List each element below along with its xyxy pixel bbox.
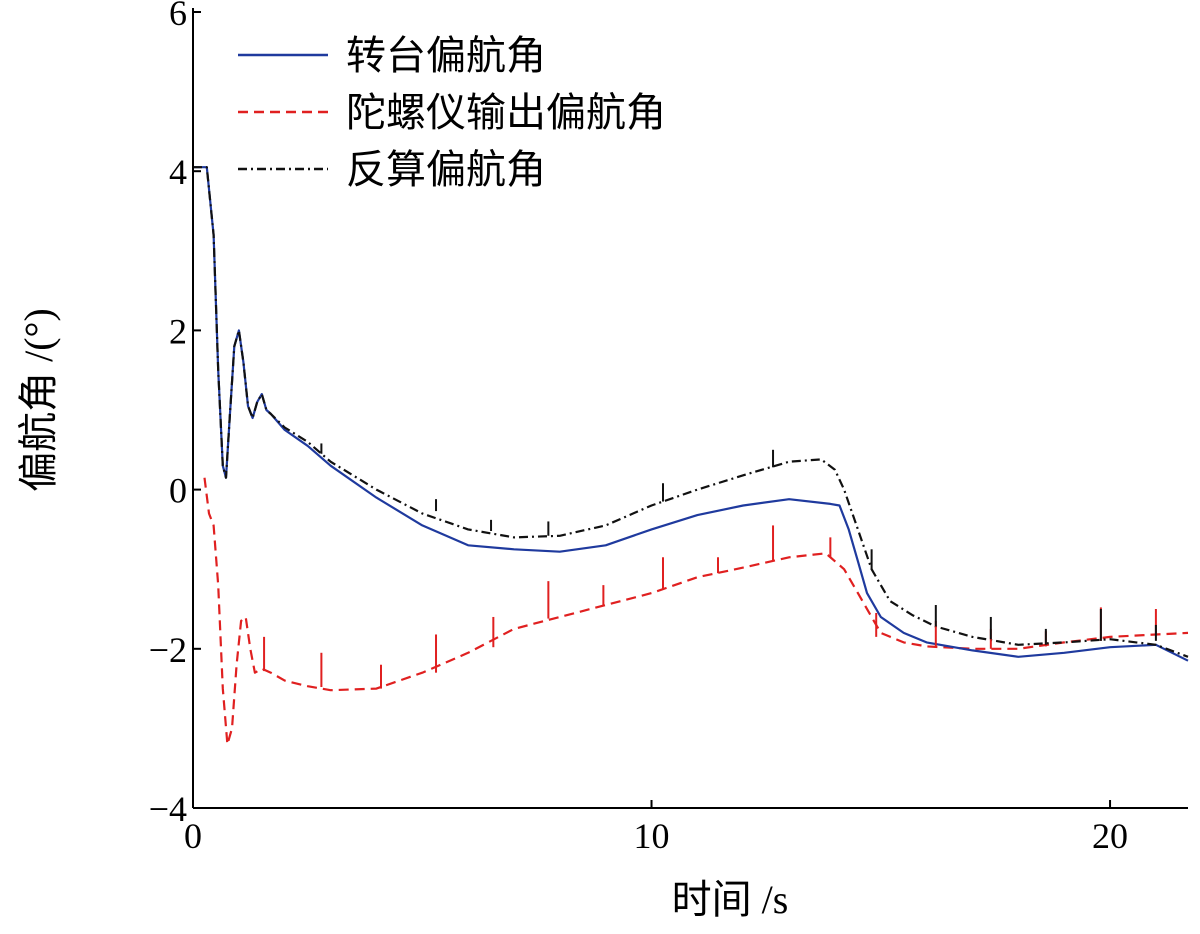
legend-label-1: 转台偏航角 xyxy=(346,33,546,78)
y-tick-label: −2 xyxy=(149,630,187,670)
axes-layer xyxy=(192,8,1188,809)
series-line-1 xyxy=(193,166,1189,662)
y-tick-label: −4 xyxy=(149,789,187,829)
x-tick-label: 0 xyxy=(184,816,202,856)
legend-label-3: 反算偏航角 xyxy=(346,147,546,192)
y-tick-label: 2 xyxy=(169,311,187,351)
legend-label-2: 陀螺仪输出偏航角 xyxy=(346,90,666,135)
ticks-layer: −4 −2 0 2 4 6 0 10 20 xyxy=(149,0,1128,856)
y-tick-label: 0 xyxy=(169,471,187,511)
y-axis-title: 偏航角 /(°) xyxy=(16,308,61,492)
y-tick-label: 6 xyxy=(169,0,187,33)
x-tick-label: 10 xyxy=(634,816,670,856)
series-layer xyxy=(193,166,1189,746)
series-line-3 xyxy=(193,166,1189,658)
y-tick-label: 4 xyxy=(169,152,187,192)
x-tick-label: 20 xyxy=(1092,816,1128,856)
x-axis-title: 时间 /s xyxy=(672,877,789,922)
series-line-2 xyxy=(203,477,1189,746)
